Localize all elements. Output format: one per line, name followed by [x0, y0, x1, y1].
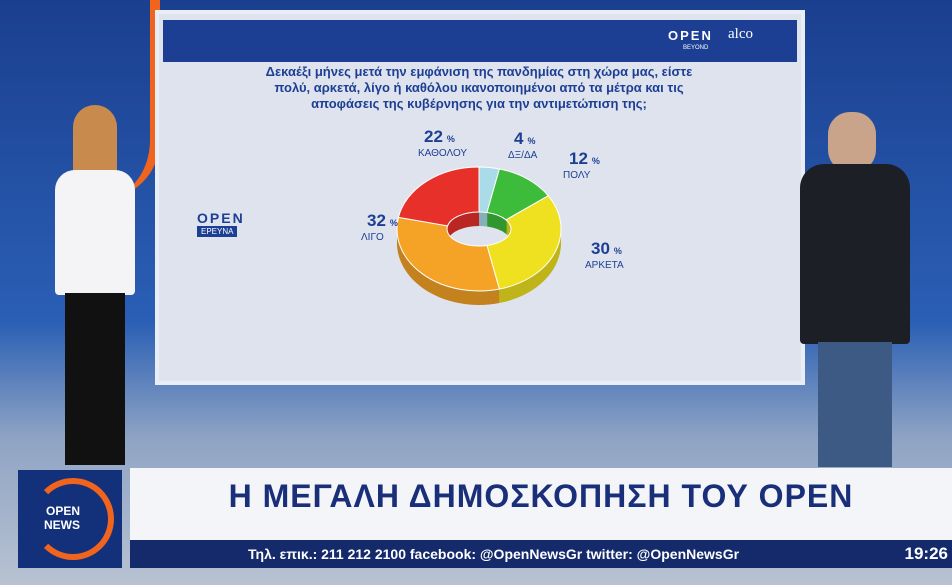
headline: Η ΜΕΓΑΛΗ ΔΗΜΟΣΚΟΠΗΣΗ ΤΟΥ OPEN	[228, 478, 854, 514]
presenter-left	[55, 105, 135, 465]
slice-label: 22 % ΚΑΘΟΛΟΥ	[418, 127, 467, 159]
slice	[396, 216, 501, 292]
presenter-right	[800, 112, 910, 467]
slice-label: 32 % ΛΙΓΟ	[361, 211, 398, 243]
percent-sign: %	[447, 134, 455, 144]
slice	[486, 195, 562, 290]
value-label: 4	[514, 129, 524, 148]
category-label: ΑΡΚΕΤΑ	[585, 260, 624, 271]
percent-sign: %	[527, 136, 535, 146]
value-label: 12	[569, 149, 588, 168]
ticker-bar: Τηλ. επικ.: 211 212 2100 facebook: @Open…	[130, 540, 952, 568]
percent-sign: %	[614, 246, 622, 256]
percent-sign: %	[390, 218, 398, 228]
slice	[397, 166, 480, 227]
slice-label: 30 % ΑΡΚΕΤΑ	[585, 239, 624, 271]
headline-bar: Η ΜΕΓΑΛΗ ΔΗΜΟΣΚΟΠΗΣΗ ΤΟΥ OPEN	[130, 468, 952, 540]
slice-label: 4 % ΔΞ/ΔΑ	[508, 129, 538, 161]
partner: alco	[728, 26, 753, 42]
chart-title: Δεκαέξι μήνες μετά την εμφάνιση της πανδ…	[265, 64, 693, 111]
category-label: ΛΙΓΟ	[361, 232, 384, 243]
value-label: 30	[591, 239, 610, 258]
channel-logo: OPEN NEWS	[18, 470, 122, 568]
brand-sub: BEYOND	[683, 45, 709, 51]
category-label: ΔΞ/ΔΑ	[508, 150, 538, 161]
ticker: Τηλ. επικ.: 211 212 2100 facebook: @Open…	[248, 546, 740, 562]
screen-header: OPEN BEYOND alco	[163, 20, 797, 62]
video-wall: OPEN BEYOND alco Δεκαέξι μήνες μετά την …	[155, 10, 805, 385]
survey-logo-sub: ΕΡΕΥΝΑ	[197, 226, 238, 237]
logo-bottom: NEWS	[44, 518, 80, 532]
brand: OPEN	[668, 28, 713, 43]
value-label: 32	[367, 211, 386, 230]
survey-logo: OPEN	[197, 210, 245, 226]
logo-top: OPEN	[46, 504, 81, 518]
value-label: 22	[424, 127, 443, 146]
percent-sign: %	[592, 156, 600, 166]
category-label: ΠΟΛΥ	[563, 170, 591, 181]
category-label: ΚΑΘΟΛΟΥ	[418, 148, 467, 159]
slice-label: 12 %ΠΟΛΥ	[563, 149, 600, 181]
clock: 19:26	[904, 544, 948, 563]
